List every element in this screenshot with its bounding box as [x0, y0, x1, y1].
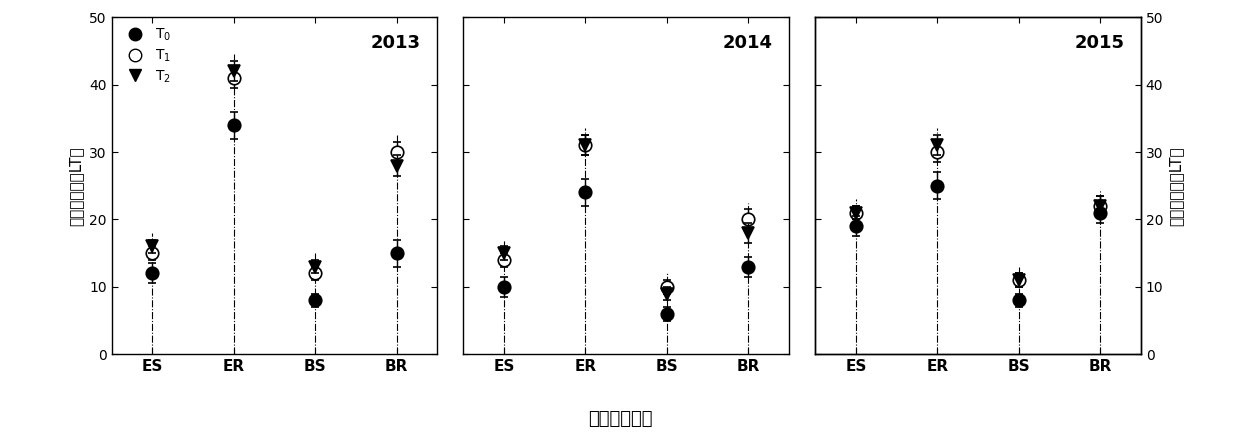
Y-axis label: 冠层透光率（LT）: 冠层透光率（LT）	[1169, 146, 1184, 226]
Legend: T$_0$, T$_1$, T$_2$: T$_0$, T$_1$, T$_2$	[119, 24, 174, 87]
Text: 2013: 2013	[371, 34, 422, 52]
Text: 冠层不同层次: 冠层不同层次	[588, 410, 652, 428]
Text: 2015: 2015	[1075, 34, 1125, 52]
Text: 2014: 2014	[723, 34, 773, 52]
Y-axis label: 冠层透光率（LT）: 冠层透光率（LT）	[68, 146, 83, 226]
